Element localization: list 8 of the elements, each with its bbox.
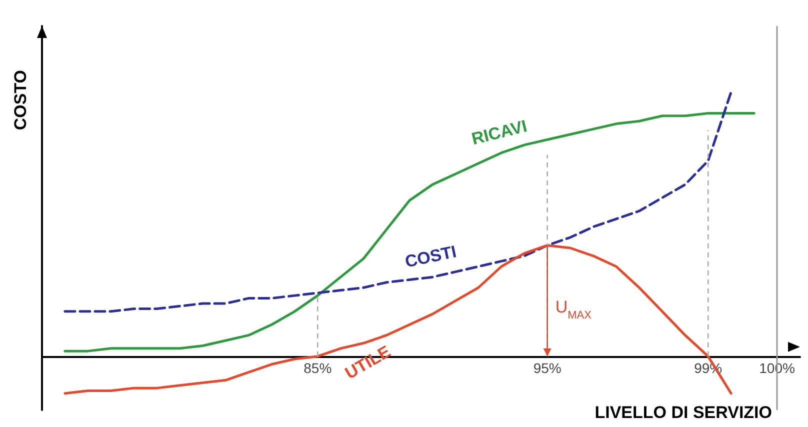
x-tick-label: 100% [759,360,795,376]
annotation: U$_{MAX}$ [555,297,592,322]
x-axis-title: LIVELLO DI SERVIZIO [594,403,772,422]
y-axis-title: COSTO [11,70,30,130]
text: RICAVI [470,116,529,149]
x-tick-label: 85% [304,360,332,376]
text: COSTI [403,242,458,272]
x-tick-label: 95% [533,360,562,376]
